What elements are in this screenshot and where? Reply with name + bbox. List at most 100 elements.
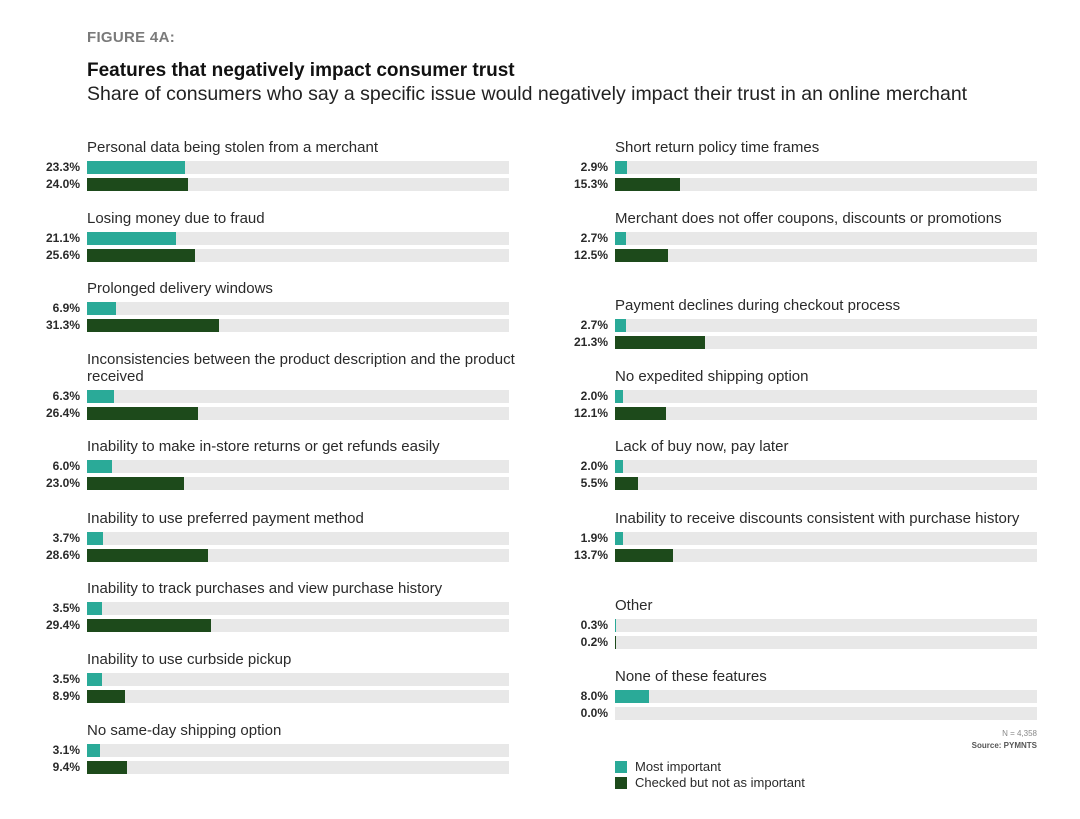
bar-checked-not-as-important bbox=[87, 549, 208, 562]
category-label: Merchant does not offer coupons, discoun… bbox=[615, 210, 1002, 227]
legend-swatch-most-important bbox=[615, 761, 627, 773]
bar-track: 24.0% bbox=[46, 178, 509, 191]
bar-checked-not-as-important bbox=[615, 549, 673, 562]
value-label-most-important: 3.1% bbox=[52, 743, 80, 757]
bar-most-important bbox=[87, 602, 102, 615]
bar-most-important bbox=[615, 619, 617, 632]
category-label: Other bbox=[615, 597, 653, 614]
value-label-checked: 0.0% bbox=[580, 706, 608, 720]
bar-track: 8.0% bbox=[581, 690, 1037, 703]
bar-checked-not-as-important bbox=[615, 178, 680, 191]
chart-title: Features that negatively impact consumer… bbox=[87, 60, 515, 81]
bar-checked-not-as-important bbox=[87, 761, 127, 774]
bar-track: 2.7% bbox=[581, 232, 1037, 245]
category-label: Inability to use preferred payment metho… bbox=[87, 510, 364, 527]
bar-most-important bbox=[87, 460, 113, 473]
bar-track: 3.5% bbox=[53, 673, 509, 686]
value-label-most-important: 2.0% bbox=[580, 389, 608, 403]
bar-most-important bbox=[615, 460, 624, 473]
bar-most-important bbox=[87, 161, 186, 174]
bar-checked-not-as-important bbox=[87, 690, 125, 703]
value-label-checked: 26.4% bbox=[45, 406, 80, 420]
bar-track: 6.0% bbox=[53, 460, 509, 473]
bar-track: 28.6% bbox=[46, 549, 509, 562]
bar-track: 15.3% bbox=[574, 178, 1037, 191]
bar-most-important bbox=[87, 302, 117, 315]
bar-checked-not-as-important bbox=[87, 249, 196, 262]
bar-track: 23.0% bbox=[46, 477, 509, 490]
category-label: None of these features bbox=[615, 668, 767, 685]
value-label-most-important: 3.5% bbox=[52, 672, 80, 686]
bar-most-important bbox=[87, 232, 177, 245]
value-label-checked: 15.3% bbox=[573, 177, 608, 191]
value-label-checked: 28.6% bbox=[45, 548, 80, 562]
category-label: Personal data being stolen from a mercha… bbox=[87, 139, 378, 156]
bar-track: 1.9% bbox=[581, 532, 1037, 545]
value-label-checked: 5.5% bbox=[580, 476, 608, 490]
category-label: Payment declines during checkout process bbox=[615, 297, 901, 314]
bar-most-important bbox=[87, 744, 101, 757]
bar-track: 0.3% bbox=[581, 619, 1037, 632]
bar-track: 8.9% bbox=[53, 690, 509, 703]
value-label-checked: 25.6% bbox=[45, 248, 80, 262]
category-label: Inability to track purchases and view pu… bbox=[87, 580, 443, 597]
bar-track: 6.3% bbox=[53, 390, 509, 403]
value-label-checked: 13.7% bbox=[573, 548, 608, 562]
bar-most-important bbox=[615, 232, 627, 245]
value-label-most-important: 23.3% bbox=[45, 160, 80, 174]
sample-size-note: N = 4,358 bbox=[1002, 729, 1037, 738]
value-label-most-important: 3.5% bbox=[52, 601, 80, 615]
bar-checked-not-as-important bbox=[615, 636, 616, 649]
bar-track: 3.5% bbox=[53, 602, 509, 615]
bar-track: 2.0% bbox=[581, 390, 1037, 403]
bar-track: 13.7% bbox=[574, 549, 1037, 562]
bar-most-important bbox=[615, 390, 624, 403]
bar-track: 29.4% bbox=[46, 619, 509, 632]
bar-checked-not-as-important bbox=[87, 407, 199, 420]
bar-checked-not-as-important bbox=[87, 477, 185, 490]
value-label-most-important: 6.0% bbox=[52, 459, 80, 473]
bar-track: 9.4% bbox=[53, 761, 509, 774]
bar-track: 6.9% bbox=[53, 302, 509, 315]
value-label-checked: 29.4% bbox=[45, 618, 80, 632]
bar-track: 5.5% bbox=[581, 477, 1037, 490]
legend-label-most-important: Most important bbox=[635, 759, 721, 774]
bar-track: 12.5% bbox=[574, 249, 1037, 262]
bar-most-important bbox=[615, 690, 649, 703]
value-label-most-important: 1.9% bbox=[580, 531, 608, 545]
bar-track: 23.3% bbox=[46, 161, 509, 174]
legend-swatch-checked bbox=[615, 777, 627, 789]
bar-track: 3.1% bbox=[53, 744, 509, 757]
category-label: Short return policy time frames bbox=[615, 139, 820, 156]
value-label-most-important: 2.7% bbox=[580, 318, 608, 332]
chart-subtitle: Share of consumers who say a specific is… bbox=[87, 83, 968, 105]
bar-track: 2.0% bbox=[581, 460, 1037, 473]
bar-checked-not-as-important bbox=[87, 619, 212, 632]
value-label-checked: 23.0% bbox=[45, 476, 80, 490]
category-label: Prolonged delivery windows bbox=[87, 280, 273, 297]
value-label-most-important: 21.1% bbox=[45, 231, 80, 245]
category-label: No expedited shipping option bbox=[615, 368, 809, 385]
bar-most-important bbox=[87, 673, 102, 686]
bar-track: 2.7% bbox=[581, 319, 1037, 332]
value-label-most-important: 6.9% bbox=[52, 301, 80, 315]
value-label-checked: 21.3% bbox=[573, 335, 608, 349]
value-label-most-important: 8.0% bbox=[580, 689, 608, 703]
category-label: Inconsistencies between the product desc… bbox=[87, 351, 515, 385]
bar-track: 0.2% bbox=[581, 636, 1037, 649]
bar-checked-not-as-important bbox=[615, 336, 705, 349]
category-label: Lack of buy now, pay later bbox=[615, 438, 789, 455]
category-label: Losing money due to fraud bbox=[87, 210, 265, 227]
value-label-most-important: 6.3% bbox=[52, 389, 80, 403]
value-label-checked: 9.4% bbox=[52, 760, 80, 774]
figure-label: FIGURE 4A: bbox=[87, 29, 176, 46]
bar-checked-not-as-important bbox=[615, 477, 639, 490]
bar-most-important bbox=[615, 319, 627, 332]
bar-track: 25.6% bbox=[46, 249, 509, 262]
value-label-checked: 8.9% bbox=[52, 689, 80, 703]
bar-most-important bbox=[87, 532, 103, 545]
value-label-most-important: 3.7% bbox=[52, 531, 80, 545]
category-label: No same-day shipping option bbox=[87, 722, 282, 739]
bar-checked-not-as-important bbox=[87, 178, 189, 191]
